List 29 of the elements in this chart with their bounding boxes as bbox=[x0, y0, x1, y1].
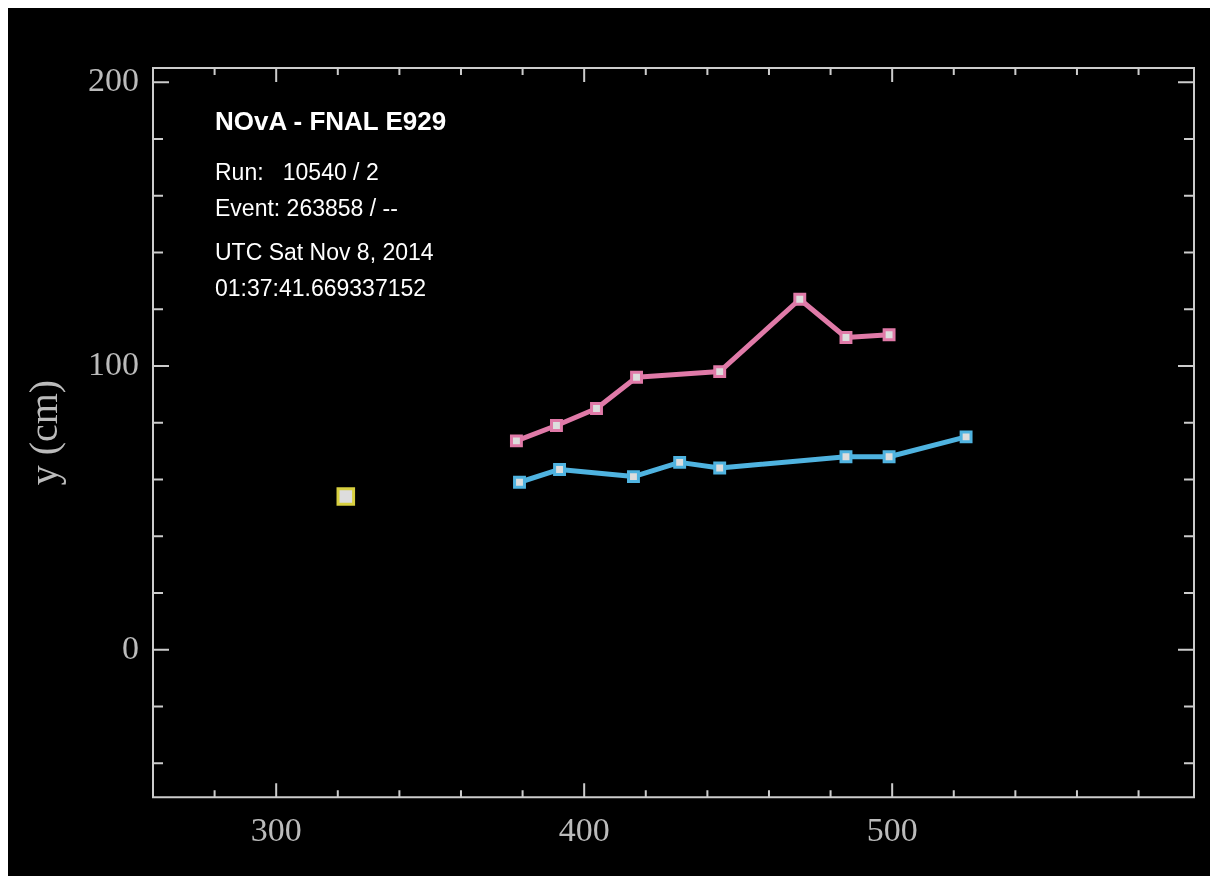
point bbox=[882, 328, 896, 342]
annotation: 01:37:41.669337152 bbox=[215, 274, 427, 301]
point bbox=[550, 419, 563, 432]
point bbox=[882, 450, 896, 464]
point bbox=[627, 470, 640, 484]
x-tick-label: 300 bbox=[250, 810, 302, 848]
annotation: Run: 10540 / 2 bbox=[215, 158, 379, 185]
y-axis-title: y (cm) bbox=[20, 379, 66, 486]
annotation: UTC Sat Nov 8, 2014 bbox=[215, 238, 434, 265]
point bbox=[839, 450, 853, 464]
y-tick-label: 0 bbox=[122, 628, 139, 666]
point bbox=[513, 475, 526, 489]
annotation: NOvA - FNAL E929 bbox=[215, 106, 447, 137]
x-tick-label: 400 bbox=[558, 810, 610, 848]
point bbox=[336, 487, 356, 506]
y-tick-label: 200 bbox=[88, 61, 139, 99]
annotation: Event: 263858 / -- bbox=[215, 194, 398, 221]
point bbox=[673, 455, 687, 469]
point bbox=[553, 463, 566, 476]
point bbox=[959, 430, 973, 444]
x-tick-label: 500 bbox=[866, 810, 918, 848]
point bbox=[630, 370, 643, 384]
point bbox=[793, 292, 807, 306]
y-tick-label: 100 bbox=[88, 344, 139, 382]
point bbox=[713, 461, 727, 475]
point bbox=[839, 331, 853, 344]
point bbox=[509, 434, 523, 448]
point bbox=[590, 402, 603, 415]
point bbox=[713, 365, 727, 379]
